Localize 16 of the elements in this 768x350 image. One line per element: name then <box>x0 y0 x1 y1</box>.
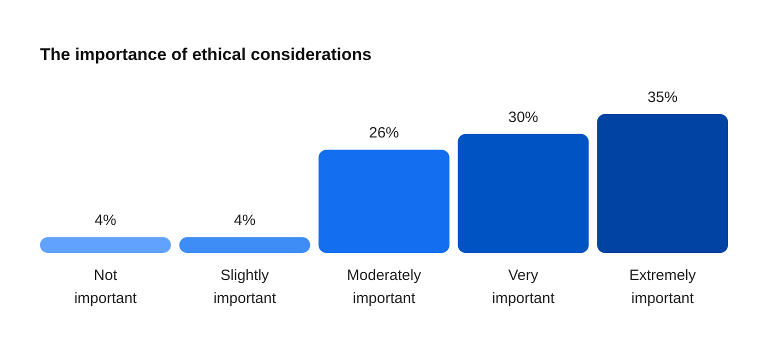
data-label: 4% <box>234 212 256 230</box>
bar <box>40 237 171 253</box>
data-label: 30% <box>508 108 538 126</box>
data-label: 26% <box>368 124 400 142</box>
bar <box>318 150 450 253</box>
data-label: 4% <box>94 212 116 230</box>
bar <box>179 237 310 253</box>
bar <box>458 134 589 253</box>
chart-title: The importance of ethical considerations <box>40 45 372 64</box>
data-label: 35% <box>648 89 678 106</box>
x-tick-label: Very important <box>492 267 556 307</box>
bar <box>597 114 728 253</box>
x-tick-label: Slightly important <box>213 267 277 307</box>
x-tick-label: Moderately important <box>346 267 422 307</box>
x-tick-label: Not important <box>74 267 138 307</box>
x-tick-label: Extremely important <box>629 267 696 307</box>
